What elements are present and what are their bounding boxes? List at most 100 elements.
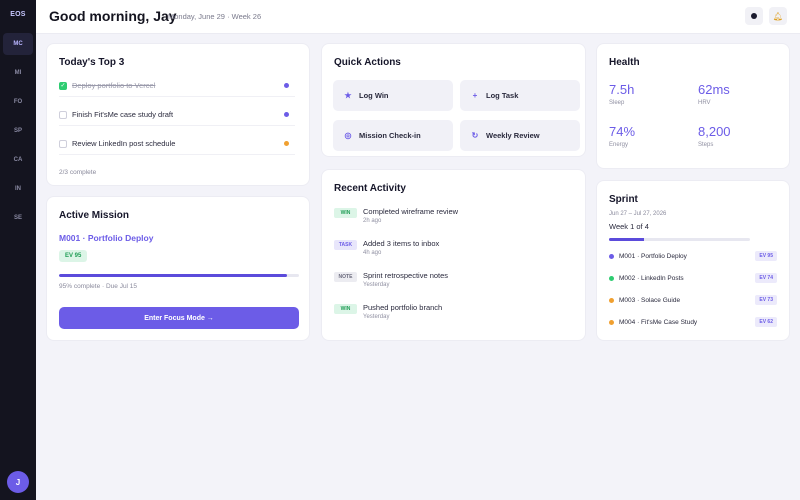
app-logo: EOS — [10, 11, 26, 18]
status-dot — [609, 297, 614, 303]
log-win-button[interactable]: ★ Log Win — [333, 80, 453, 111]
mission-progress-bar — [59, 274, 299, 277]
task-row[interactable]: Finish Fit'sMe case study draft — [59, 104, 295, 126]
activity-item[interactable]: WIN Pushed portfolio branch Yesterday — [334, 302, 574, 326]
sprint-title: Sprint — [609, 194, 638, 205]
activity-tag: WIN — [334, 208, 357, 218]
date-label: Monday, June 29 · Week 26 — [168, 12, 262, 21]
sprint-mission-row[interactable]: M001 · Portfolio Deploy EV 95 — [609, 249, 777, 263]
priority-dot — [284, 141, 289, 146]
sidebar-item-ca[interactable]: CA — [13, 157, 23, 163]
sleep-label: Sleep — [609, 100, 625, 106]
sprint-mission-row[interactable]: M003 · Solace Guide EV 73 — [609, 293, 777, 307]
status-dot — [609, 275, 614, 281]
priority-dot — [284, 112, 289, 117]
activity-title-text: Sprint retrospective notes — [363, 271, 449, 280]
activity-time: Yesterday — [363, 314, 390, 320]
task-row[interactable]: ✓ Deploy portfolio to Vercel — [59, 75, 295, 97]
sprint-week: Week 1 of 4 — [609, 222, 649, 231]
task-checkbox[interactable]: ✓ — [59, 81, 67, 90]
activity-time: Yesterday — [363, 282, 390, 288]
activity-tag: TASK — [334, 240, 357, 250]
task-checkbox[interactable] — [59, 110, 67, 119]
activity-item[interactable]: WIN Completed wireframe review 2h ago — [334, 206, 574, 230]
log-task-button[interactable]: + Log Task — [460, 80, 580, 111]
sidebar-item-sp[interactable]: SP — [13, 128, 22, 134]
sidebar-item-mc[interactable]: MC — [3, 33, 33, 55]
task-label: Review LinkedIn post schedule — [72, 139, 176, 148]
sprint-mission-label: M003 · Solace Guide — [619, 296, 681, 304]
steps-label: Steps — [698, 142, 714, 148]
activity-title-text: Added 3 items to inbox — [363, 239, 440, 248]
task-row[interactable]: Review LinkedIn post schedule — [59, 133, 295, 155]
sidebar: EOS MC MI FO SP CA IN SE J — [0, 0, 36, 500]
focus-mode-button[interactable]: Enter Focus Mode → — [59, 307, 299, 329]
completion-count: 2/3 complete — [59, 169, 97, 176]
sprint-mission-row[interactable]: M002 · LinkedIn Posts EV 74 — [609, 271, 777, 285]
sprint-range: Jun 27 – Jul 27, 2026 — [609, 211, 667, 217]
activity-tag: NOTE — [334, 272, 357, 282]
task-checkbox[interactable] — [59, 139, 67, 148]
sidebar-item-in[interactable]: IN — [15, 186, 21, 192]
mission-progress-fill — [59, 274, 287, 277]
health-title: Health — [609, 57, 640, 68]
mission-title: Active Mission — [59, 210, 130, 221]
sidebar-item-mi[interactable]: MI — [14, 70, 22, 76]
activity-card: Recent Activity WIN Completed wireframe … — [321, 169, 586, 341]
mission-checkin-button[interactable]: ◎ Mission Check-in — [333, 120, 453, 151]
ev-badge: EV 62 — [755, 317, 777, 327]
sprint-progress-fill — [609, 238, 645, 241]
priority-dot — [284, 83, 289, 88]
sprint-mission-label: M001 · Portfolio Deploy — [619, 252, 687, 260]
record-button[interactable] — [745, 7, 763, 25]
sprint-mission-row[interactable]: M004 · Fit'sMe Case Study EV 62 — [609, 315, 777, 329]
avatar[interactable]: J — [7, 471, 29, 493]
sleep-value: 7.5h — [609, 82, 635, 97]
bell-icon: 🔔︎ — [772, 11, 784, 21]
sprint-card: Sprint Jun 27 – Jul 27, 2026 Week 1 of 4… — [596, 180, 790, 341]
quick-actions-card: Quick Actions ★ Log Win + Log Task ◎ Mis… — [321, 43, 586, 157]
sidebar-item-se[interactable]: SE — [13, 215, 22, 221]
status-dot — [609, 253, 614, 259]
record-icon — [751, 13, 757, 19]
activity-title-text: Pushed portfolio branch — [363, 303, 443, 312]
energy-label: Energy — [609, 142, 629, 148]
activity-tag: WIN — [334, 304, 357, 314]
hrv-value: 62ms — [698, 82, 730, 97]
steps-value: 8,200 — [698, 124, 731, 139]
task-label: Finish Fit'sMe case study draft — [72, 110, 174, 119]
top-bar: Good morning, Jay Monday, June 29 · Week… — [36, 0, 800, 34]
button-label: Log Task — [486, 91, 519, 100]
activity-item[interactable]: NOTE Sprint retrospective notes Yesterda… — [334, 270, 574, 294]
ev-badge: EV 95 — [59, 250, 88, 262]
ev-badge: EV 95 — [755, 251, 777, 261]
mission-card: Active Mission M001 · Portfolio Deploy E… — [46, 196, 310, 341]
weekly-review-button[interactable]: ↻ Weekly Review — [460, 120, 580, 151]
ev-badge: EV 73 — [755, 295, 777, 305]
activity-time: 4h ago — [363, 250, 382, 256]
activity-time: 2h ago — [363, 218, 382, 224]
button-label: Mission Check-in — [359, 131, 421, 140]
sprint-progress-bar — [609, 238, 750, 241]
plus-icon: + — [472, 91, 478, 100]
status-dot — [609, 319, 614, 325]
mission-progress-text: 95% complete · Due Jul 15 — [59, 283, 138, 290]
refresh-icon: ↻ — [471, 131, 479, 140]
circle-icon: ◎ — [344, 131, 352, 140]
page-title: Good morning, Jay — [49, 8, 177, 24]
button-label: Weekly Review — [486, 131, 540, 140]
activity-title: Recent Activity — [334, 183, 406, 194]
task-label: Deploy portfolio to Vercel — [72, 81, 156, 90]
hrv-label: HRV — [698, 100, 711, 106]
notifications-button[interactable]: 🔔︎ — [769, 7, 787, 25]
top3-card: Today's Top 3 ✓ Deploy portfolio to Verc… — [46, 43, 310, 186]
sprint-mission-label: M002 · LinkedIn Posts — [619, 274, 684, 282]
health-card: Health 7.5h Sleep 62ms HRV 74% Energy 8,… — [596, 43, 790, 169]
sidebar-item-fo[interactable]: FO — [13, 99, 23, 105]
sprint-mission-label: M004 · Fit'sMe Case Study — [619, 318, 698, 326]
star-icon: ★ — [344, 91, 352, 100]
check-icon: ✓ — [60, 83, 66, 89]
activity-item[interactable]: TASK Added 3 items to inbox 4h ago — [334, 238, 574, 262]
mission-name[interactable]: M001 · Portfolio Deploy — [59, 233, 154, 243]
top3-title: Today's Top 3 — [59, 57, 125, 68]
